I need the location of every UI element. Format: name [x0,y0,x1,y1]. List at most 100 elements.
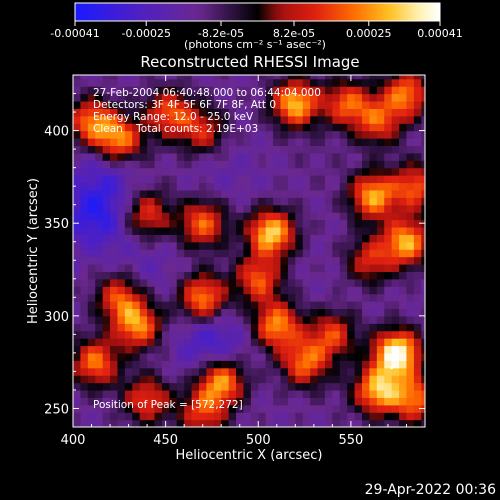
heatmap-cell [391,212,400,221]
heatmap-cell [280,152,289,161]
heatmap-cell [184,256,193,265]
heatmap-cell [117,219,126,228]
heatmap-cell [176,330,185,339]
heatmap-cell [354,152,363,161]
heatmap-cell [369,100,378,109]
heatmap-cell [102,189,111,198]
heatmap-cell [273,249,282,258]
heatmap-cell [384,152,393,161]
heatmap-cell [413,204,422,213]
heatmap-cell [362,293,371,302]
heatmap-cell [362,323,371,332]
heatmap-cell [369,249,378,258]
heatmap-cell [73,293,82,302]
heatmap-cell [273,75,282,80]
heatmap-cell [73,345,82,354]
heatmap-cell [369,338,378,347]
heatmap-cell [213,338,222,347]
heatmap-cell [362,212,371,221]
heatmap-cell [117,152,126,161]
heatmap-cell [324,389,333,398]
heatmap-cell [154,197,163,206]
heatmap-cell [161,241,170,250]
heatmap-cell [80,175,89,184]
heatmap-cell [184,263,193,272]
heatmap-cell [147,323,156,332]
heatmap-cell [250,78,259,87]
heatmap-cell [347,338,356,347]
heatmap-cell [154,412,163,421]
heatmap-cell [317,352,326,361]
heatmap-cell [147,212,156,221]
heatmap-cell [376,241,385,250]
heatmap-cell [221,75,230,80]
heatmap-cell [73,152,82,161]
heatmap-cell [295,115,304,124]
heatmap-cell [154,389,163,398]
heatmap-cell [124,345,133,354]
heatmap-cell [206,226,215,235]
heatmap-cell [369,93,378,102]
heatmap-cell [258,263,267,272]
heatmap-cell [87,315,96,324]
heatmap-cell [102,175,111,184]
heatmap-cell [228,212,237,221]
heatmap-cell [295,204,304,213]
heatmap-cell [228,308,237,317]
heatmap-cell [228,404,237,413]
heatmap-cell [198,100,207,109]
heatmap-cell [332,323,341,332]
heatmap-cell [273,286,282,295]
heatmap-cell [332,219,341,228]
heatmap-cell [191,419,200,427]
heatmap-cell [273,271,282,280]
heatmap-cell [339,197,348,206]
heatmap-cell [265,404,274,413]
heatmap-cell [124,330,133,339]
heatmap-cell [184,108,193,117]
heatmap-cell [258,108,267,117]
annotation-detectors: Detectors: 3F 4F 5F 6F 7F 8F, Att 0 [93,99,276,111]
heatmap-cell [302,226,311,235]
heatmap-cell [406,389,415,398]
heatmap-cell [117,226,126,235]
heatmap-cell [421,137,425,146]
heatmap-cell [147,315,156,324]
heatmap-cell [176,219,185,228]
heatmap-cell [169,293,178,302]
heatmap-cell [221,263,230,272]
heatmap-cell [287,86,296,95]
heatmap-cell [421,175,425,184]
heatmap-cell [391,197,400,206]
heatmap-cell [236,382,245,391]
heatmap-cell [191,315,200,324]
heatmap-cell [280,160,289,169]
heatmap-cell [332,160,341,169]
heatmap-cell [198,115,207,124]
heatmap-cell [310,345,319,354]
heatmap-cell [184,226,193,235]
heatmap-cell [250,167,259,176]
heatmap-cell [295,234,304,243]
heatmap-cell [102,182,111,191]
heatmap-cell [228,219,237,228]
heatmap-cell [347,330,356,339]
heatmap-cell [317,189,326,198]
heatmap-cell [243,382,252,391]
heatmap-cell [191,197,200,206]
heatmap-cell [265,212,274,221]
heatmap-cell [384,263,393,272]
heatmap-cell [376,219,385,228]
heatmap-cell [265,338,274,347]
heatmap-cell [169,182,178,191]
heatmap-cell [73,108,82,117]
heatmap-cell [169,93,178,102]
heatmap-cell [391,152,400,161]
heatmap-cell [243,219,252,228]
heatmap-cell [339,419,348,427]
heatmap-cell [391,123,400,132]
heatmap-cell [362,115,371,124]
heatmap-cell [413,345,422,354]
heatmap-cell [184,75,193,80]
heatmap-cell [317,278,326,287]
